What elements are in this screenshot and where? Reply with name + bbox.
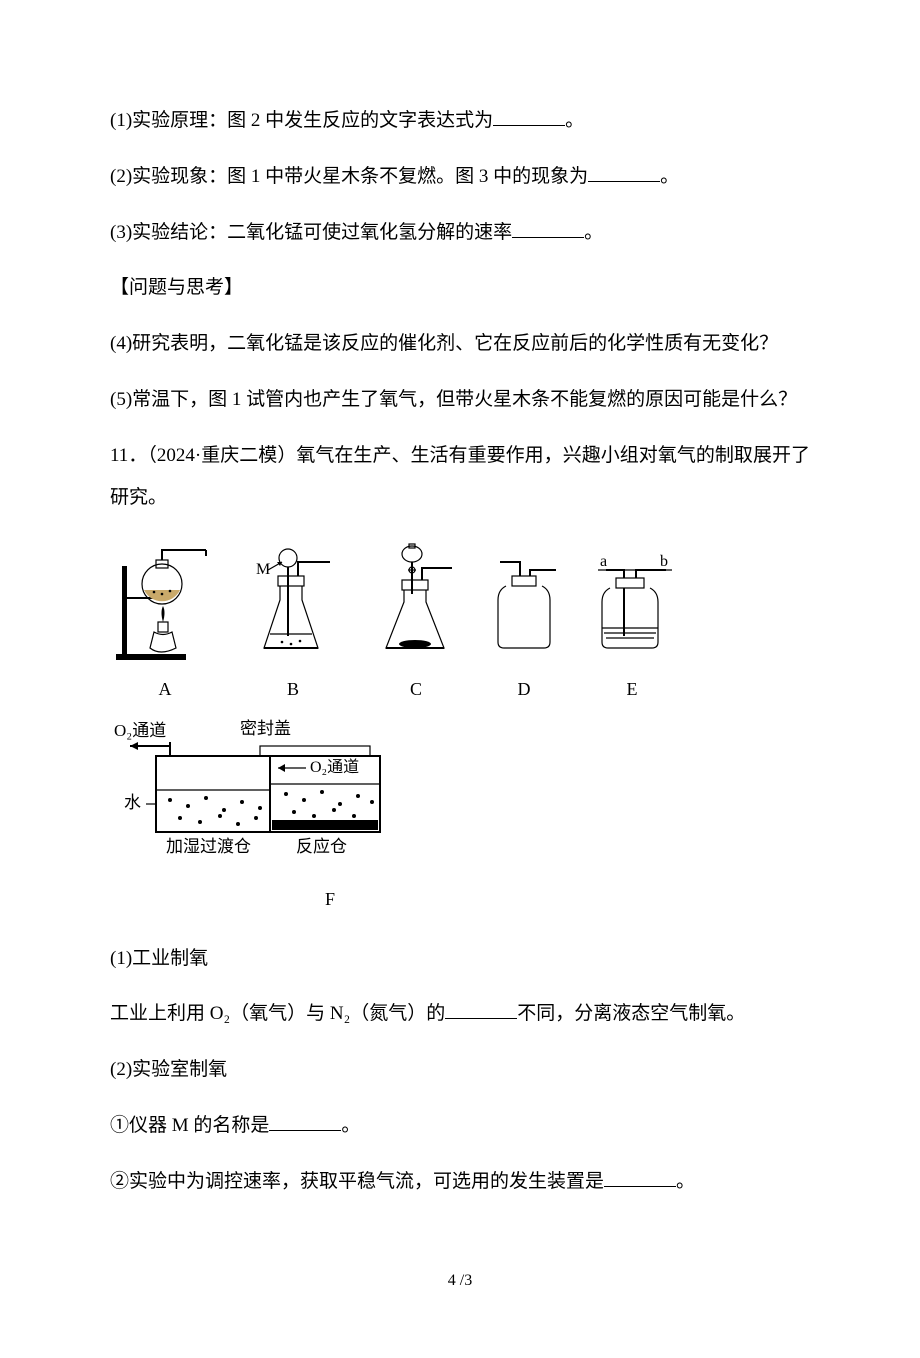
q11-num: 11． bbox=[110, 445, 147, 466]
q2-suffix: 。 bbox=[660, 166, 679, 187]
s2b-suffix: 。 bbox=[676, 1171, 695, 1192]
sec1-heading: (1)工业制氧 bbox=[110, 938, 810, 980]
sec2-heading: (2)实验室制氧 bbox=[110, 1049, 810, 1091]
q2-prefix: (2)实验现象：图 1 中带火星木条不复燃。图 3 中的现象为 bbox=[110, 166, 588, 187]
heading-questions: 【问题与思考】 bbox=[110, 267, 810, 309]
label-b: b bbox=[660, 553, 668, 570]
s2a-prefix: ①仪器 M 的名称是 bbox=[110, 1115, 269, 1136]
blank[interactable] bbox=[269, 1130, 341, 1131]
s2b-prefix: ②实验中为调控速率，获取平稳气流，可选用的发生装置是 bbox=[110, 1171, 604, 1192]
F-seal-cap: 密封盖 bbox=[240, 719, 291, 738]
label-C: C bbox=[410, 670, 422, 710]
F-react: 反应仓 bbox=[296, 837, 347, 856]
apparatus-A: A bbox=[110, 536, 220, 710]
apparatus-B: M B bbox=[238, 536, 348, 710]
figure-row-2: O₂通道 密封盖 O₂通道 水 bbox=[110, 716, 810, 920]
label-A: A bbox=[159, 670, 172, 710]
F-water: 水 bbox=[124, 793, 141, 812]
apparatus-F: O₂通道 密封盖 O₂通道 水 bbox=[110, 716, 430, 920]
label-D: D bbox=[518, 670, 531, 710]
sec2b: ②实验中为调控速率，获取平稳气流，可选用的发生装置是 。 bbox=[110, 1161, 810, 1203]
sec1-text: 工业上利用 O₂（氧气）与 N₂（氮气）的 不同，分离液态空气制氧。 bbox=[110, 993, 810, 1035]
apparatus-figure: A M bbox=[110, 536, 810, 919]
blank[interactable] bbox=[604, 1186, 676, 1187]
page-number: 4 /3 bbox=[110, 1263, 810, 1298]
label-E: E bbox=[627, 670, 638, 710]
sec2a: ①仪器 M 的名称是 。 bbox=[110, 1105, 810, 1147]
s1-prefix: 工业上利用 O₂（氧气）与 N₂（氮气）的 bbox=[110, 1003, 445, 1024]
label-F: F bbox=[325, 880, 335, 920]
q11-stem: 11．（2024·重庆二模）氧气在生产、生活有重要作用，兴趣小组对氧气的制取展开… bbox=[110, 435, 810, 519]
apparatus-C: C bbox=[366, 536, 466, 710]
q5: (5)常温下，图 1 试管内也产生了氧气，但带火星木条不能复燃的原因可能是什么？ bbox=[110, 379, 810, 421]
s1-suffix: 不同，分离液态空气制氧。 bbox=[517, 1003, 745, 1024]
q4: (4)研究表明，二氧化锰是该反应的催化剂、它在反应前后的化学性质有无变化？ bbox=[110, 323, 810, 365]
blank[interactable] bbox=[588, 181, 660, 182]
q3-prefix: (3)实验结论：二氧化锰可使过氧化氢分解的速率 bbox=[110, 222, 512, 243]
apparatus-E: a b E bbox=[582, 536, 682, 710]
blank[interactable] bbox=[512, 237, 584, 238]
q1-suffix: 。 bbox=[565, 110, 584, 131]
q1-prefix: (1)实验原理：图 2 中发生反应的文字表达式为 bbox=[110, 110, 493, 131]
apparatus-D: D bbox=[484, 536, 564, 710]
F-o2-channel: O₂通道 bbox=[310, 758, 359, 776]
F-humid: 加湿过渡仓 bbox=[166, 837, 251, 856]
label-B: B bbox=[287, 670, 299, 710]
figure-row-1: A M bbox=[110, 536, 810, 710]
F-o2-outlet: O₂通道 bbox=[114, 721, 166, 740]
q3-suffix: 。 bbox=[584, 222, 603, 243]
q11-source: （2024·重庆二模） bbox=[147, 445, 296, 466]
q1-principle: (1)实验原理：图 2 中发生反应的文字表达式为 。 bbox=[110, 100, 810, 142]
blank[interactable] bbox=[445, 1018, 517, 1019]
blank[interactable] bbox=[493, 125, 565, 126]
q3-conclusion: (3)实验结论：二氧化锰可使过氧化氢分解的速率 。 bbox=[110, 212, 810, 254]
s2a-suffix: 。 bbox=[341, 1115, 360, 1136]
label-a: a bbox=[600, 553, 607, 570]
q2-phenomenon: (2)实验现象：图 1 中带火星木条不复燃。图 3 中的现象为 。 bbox=[110, 156, 810, 198]
